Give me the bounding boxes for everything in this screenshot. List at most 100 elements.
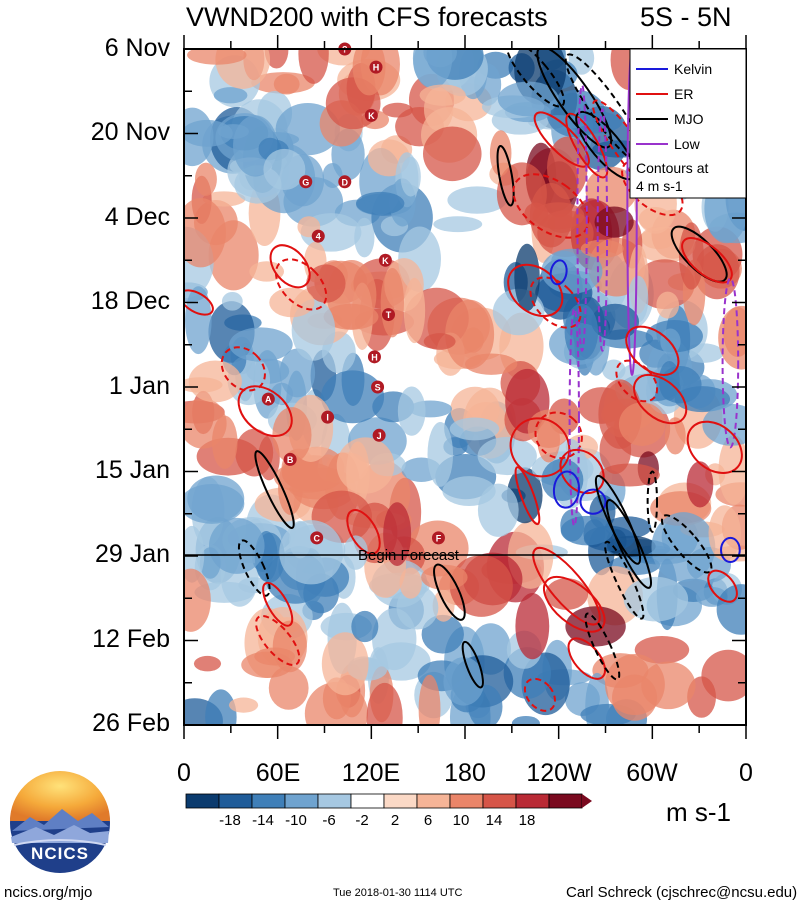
er-contour	[615, 359, 659, 403]
anomaly-cell	[187, 49, 247, 65]
anomaly-cell	[421, 614, 464, 654]
anomaly-cell	[322, 162, 343, 189]
storm-marker: K	[378, 253, 392, 267]
anomaly-cell	[423, 333, 456, 350]
y-tick-label: 26 Feb	[92, 709, 170, 737]
anomaly-cell	[547, 136, 588, 200]
anomaly-cell	[188, 360, 242, 403]
er-contour	[255, 615, 301, 666]
anomaly-cell	[321, 632, 369, 696]
mjo-contour	[237, 539, 271, 597]
er-contour	[625, 325, 680, 376]
storm-marker-label: J	[377, 431, 382, 441]
er-contour	[532, 546, 601, 626]
footer-author: Carl Schreck (cjschrec@ncsu.edu)	[566, 884, 798, 901]
anomaly-cell	[683, 343, 724, 363]
anomaly-cell	[580, 239, 624, 258]
storm-marker-label: I	[326, 413, 329, 423]
x-tick-label: 180	[444, 759, 486, 787]
legend-box	[629, 48, 747, 199]
anomaly-cell	[527, 409, 571, 449]
storm-marker-label: H	[371, 352, 378, 362]
storm-marker-label: C	[313, 533, 320, 543]
colorbar-swatch	[515, 793, 550, 809]
anomaly-cell	[634, 635, 690, 664]
mjo-contour	[646, 470, 659, 533]
kelvin-contour	[579, 488, 607, 515]
anomaly-cell	[399, 567, 422, 599]
low-contour	[626, 49, 638, 376]
ncics-logo	[10, 771, 110, 873]
colorbar-tick-label: -14	[252, 812, 274, 829]
storm-marker-label: D	[342, 177, 349, 187]
anomaly-cell	[343, 535, 368, 570]
logo-text: NCICS	[31, 844, 89, 863]
anomaly-cell	[321, 370, 385, 424]
anomaly-cell	[209, 517, 265, 574]
anomaly-cell	[618, 402, 666, 446]
anomaly-cell	[263, 148, 306, 191]
anomaly-cell	[638, 207, 672, 231]
anomaly-cell	[254, 647, 296, 666]
anomaly-cell	[194, 162, 217, 196]
anomaly-cell	[397, 386, 426, 436]
colorbar-swatch	[350, 793, 385, 809]
anomaly-cell	[702, 403, 746, 446]
anomaly-cell	[268, 666, 309, 710]
legend-label-mjo: MJO	[674, 111, 704, 127]
er-contour	[707, 569, 738, 603]
anomaly-cell	[229, 327, 293, 362]
region-label: 5S - 5N	[640, 2, 732, 32]
er-contour	[523, 677, 556, 712]
anomaly-cell	[351, 610, 379, 643]
anomaly-cell	[432, 589, 455, 622]
mjo-contour	[496, 145, 515, 207]
anomaly-cell	[422, 126, 482, 182]
anomaly-cell	[641, 661, 696, 710]
kelvin-contour	[549, 259, 568, 286]
anomaly-cell	[366, 682, 403, 725]
mjo-contour	[433, 563, 466, 621]
anomaly-cell	[449, 555, 513, 617]
er-contour	[686, 420, 743, 474]
mjo-contour	[505, 49, 566, 108]
x-tick-label: 120W	[526, 759, 592, 787]
storm-marker-label: F	[436, 533, 442, 543]
storm-marker: J	[372, 428, 386, 442]
y-tick-label: 18 Dec	[90, 287, 170, 315]
filtered-wave-contours	[184, 49, 743, 712]
anomaly-cell	[551, 251, 579, 269]
anomaly-cell	[443, 657, 485, 706]
anomaly-cell	[541, 458, 584, 502]
colorbar-tick-label: 14	[485, 812, 503, 829]
anomaly-cell	[352, 49, 386, 96]
storm-marker-label: A	[265, 395, 272, 405]
forecast-label: Begin Forecast	[358, 547, 459, 564]
anomaly-cell	[354, 217, 375, 258]
x-tick-label: 120E	[341, 759, 401, 787]
anomaly-cell	[524, 202, 549, 227]
footer-url: ncics.org/mjo	[4, 884, 93, 901]
kelvin-contour	[720, 536, 741, 564]
colorbar-tick-label: 2	[390, 812, 400, 829]
er-contour	[512, 173, 590, 239]
anomaly-cell	[545, 578, 589, 610]
anomaly-cell	[213, 87, 248, 104]
x-tick-label: 0	[739, 759, 753, 787]
storm-marker: H	[367, 350, 381, 364]
anomaly-cell	[591, 303, 639, 340]
anomaly-cell	[272, 407, 312, 463]
anomaly-cell	[594, 206, 634, 238]
anomaly-cell	[205, 689, 237, 725]
anomaly-cell	[442, 476, 496, 507]
storm-marker: 4	[311, 229, 325, 243]
mjo-contour	[605, 498, 653, 589]
anomaly-cell	[184, 286, 212, 355]
storm-marker-label: B	[287, 455, 294, 465]
anomaly-cell	[400, 156, 421, 197]
storm-marker-label: 4	[316, 232, 321, 242]
anomaly-cell	[298, 49, 329, 84]
anomaly-cell	[235, 428, 274, 477]
colorbar-end-arrow	[582, 794, 592, 808]
x-tick-label: 0	[177, 759, 191, 787]
